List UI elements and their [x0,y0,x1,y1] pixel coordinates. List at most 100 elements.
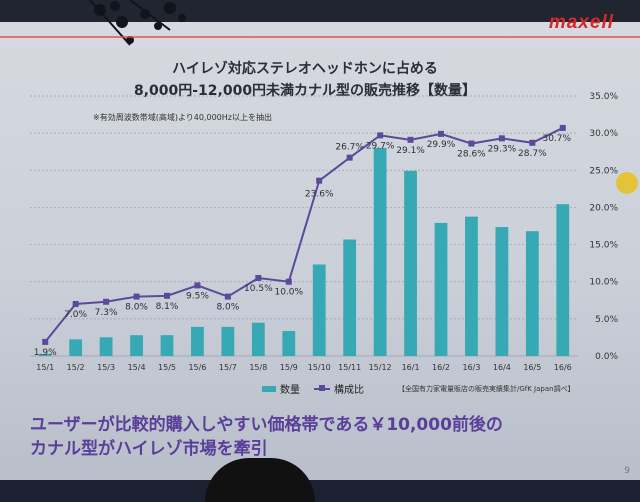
line-point [407,136,414,143]
bar-mark [251,322,265,356]
legend-bar-label: 数量 [280,385,300,396]
bar-mark [130,335,143,356]
y-tick-label: 20.0% [589,203,618,213]
bar-mark [38,353,52,356]
x-tick-label: 15/5 [158,363,176,372]
data-label: 8.0% [216,303,239,313]
x-tick-label: 16/4 [493,363,511,372]
data-label: 7.0% [64,310,87,320]
x-tick-label: 15/9 [280,363,298,372]
legend-item-line: 構成比 [314,381,364,396]
x-tick-label: 16/1 [402,363,420,372]
line-point [285,278,292,285]
line-point [164,292,170,299]
data-label: 10.0% [274,288,303,298]
data-label: 9.5% [186,291,209,301]
chart-legend: 数量 構成比 [262,381,378,396]
x-tick-label: 15/11 [338,363,361,372]
y-tick-label: 30.0% [589,129,618,139]
top-dark-band [0,0,640,22]
data-label: 29.1% [396,146,425,156]
bar-mark [495,227,509,356]
data-label: 28.7% [518,149,547,159]
bar-mark [69,339,83,356]
data-label: 23.6% [305,190,334,200]
legend-bar-swatch [262,385,276,392]
bar-mark [434,222,448,356]
x-tick-label: 15/4 [128,363,146,372]
data-label: 26.7% [335,143,364,153]
line-point [103,298,110,305]
maxell-logo: maxell [548,12,614,33]
chart-title-line2: 8,000円-12,000円未満カナル型の販売推移【数量】 [133,83,477,99]
legend-item-bar: 数量 [262,381,300,396]
y-tick-label: 10.0% [589,278,618,288]
line-point [498,135,505,142]
caption-line1: ユーザーが比較的購入しやすい価格帯である￥10,000前後の [30,415,503,435]
flower-decoration-icon [616,172,638,194]
leaf-decoration-icon [89,0,186,46]
header-rule [0,36,640,38]
line-point [133,293,140,300]
data-label: 8.0% [125,303,148,313]
y-tick-label: 15.0% [589,241,618,251]
x-tick-label: 15/2 [67,363,85,372]
line-point [194,282,201,289]
y-tick-label: 0.0% [595,352,618,362]
x-tick-label: 15/7 [219,363,237,372]
x-tick-label: 16/2 [432,363,450,372]
data-label: 10.5% [244,284,273,294]
data-label: 8.1% [156,302,179,312]
slide: maxell ハイレゾ対応ステレオヘッドホンに占める 8,000円-12,000… [0,0,640,480]
data-label: 7.3% [95,308,118,318]
bar-mark [465,216,478,356]
y-tick-label: 5.0% [595,315,618,325]
series-line [44,127,564,343]
line-point [224,293,231,300]
data-label: 1.9% [34,348,57,358]
x-tick-label: 15/8 [249,363,267,372]
data-label: 29.3% [488,144,517,154]
line-point [438,130,444,137]
line-point [316,177,323,184]
line-point [377,132,384,139]
bar-mark [404,170,417,356]
chart-note: ※有効周波数帯域(高域)より40,000Hz以上を抽出 [93,113,272,122]
x-tick-label: 15/10 [308,363,331,372]
bar-mark [282,331,296,356]
bar-mark [312,264,326,356]
x-tick-label: 15/3 [97,363,115,372]
data-label: 29.9% [427,140,456,150]
chart-title-line1: ハイレゾ対応ステレオヘッドホンに占める [172,61,438,77]
legend-line-label: 構成比 [334,385,364,396]
data-source: 【全国有力家電量販店の販売実績集計/GfK Japan調べ】 [398,385,575,393]
caption-line2: カナル型がハイレゾ市場を牽引 [30,439,268,459]
bar-mark [373,148,387,356]
x-tick-label: 15/1 [36,363,54,372]
x-tick-label: 15/6 [188,363,206,372]
x-tick-label: 16/6 [554,363,572,372]
bar-mark [556,204,570,356]
bar-mark [343,239,357,356]
line-point [255,275,262,281]
line-point [468,140,475,147]
bar-mark [221,326,235,356]
y-tick-label: 25.0% [589,166,618,176]
line-point [72,301,79,307]
bar-mark [99,337,113,356]
combo-chart: 0.0% 5.0% 10.0% 15.0% 20.0% 25.0% 30.0% 35.0% 15… [30,92,618,372]
line-point [42,338,49,345]
line-point [529,139,536,146]
bar-mark [160,335,174,356]
page-number: 9 [624,466,630,476]
bar-mark [525,231,539,356]
data-label: 30.7% [542,134,571,144]
line-point [346,154,353,161]
line-point [559,124,566,131]
x-tick-label: 15/12 [369,363,392,372]
y-tick-label: 35.0% [589,92,618,102]
bar-mark [191,326,204,356]
legend-line-swatch [314,384,330,391]
data-label: 28.6% [457,150,486,160]
x-tick-label: 16/5 [523,363,541,372]
